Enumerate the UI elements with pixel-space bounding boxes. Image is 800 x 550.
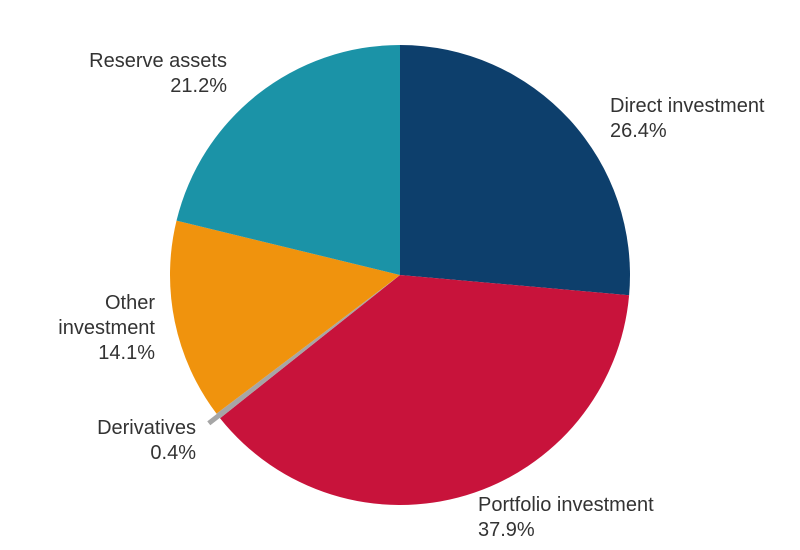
slice-label-portfolio-investment: Portfolio investment 37.9% [478, 494, 654, 541]
pie-slice-derivatives [216, 275, 400, 419]
pie-slice-portfolio-investment [220, 275, 630, 505]
pie-slice-reserve-assets [176, 45, 400, 275]
slice-name-label: Other [105, 292, 155, 314]
slice-name-label: Derivatives [97, 417, 196, 439]
slice-value-label: 37.9% [478, 519, 535, 541]
pie-slice-other-investment [169, 220, 400, 414]
pie-slices [169, 45, 630, 505]
slice-value-label: 0.4% [150, 442, 196, 464]
slice-label-direct-investment: Direct investment 26.4% [610, 95, 765, 142]
pie-slice-direct-investment [400, 45, 630, 296]
slice-label-reserve-assets: Reserve assets 21.2% [89, 50, 227, 97]
slice-name-label: Direct investment [610, 95, 765, 117]
slice-label-derivatives: Derivatives 0.4% [97, 417, 196, 464]
slice-value-label: 21.2% [170, 75, 227, 97]
slice-name-label: Reserve assets [89, 50, 227, 72]
slice-value-label: 26.4% [610, 120, 667, 142]
slice-name-label: investment [58, 317, 155, 339]
slice-label-other-investment: Other investment 14.1% [58, 292, 155, 364]
pie-labels: Direct investment 26.4% Portfolio investme… [58, 50, 765, 541]
slice-name-label: Portfolio investment [478, 494, 654, 516]
derivatives-leader-line [207, 411, 223, 426]
slice-value-label: 14.1% [98, 342, 155, 364]
